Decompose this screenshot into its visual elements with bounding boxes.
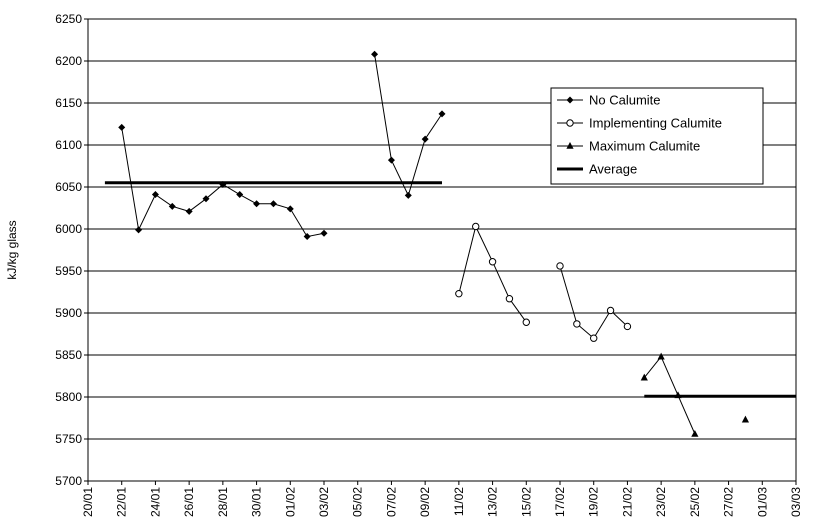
- data-point: [623, 322, 632, 331]
- data-point: [236, 191, 244, 199]
- data-point: [455, 289, 463, 298]
- legend-swatch-marker: [566, 96, 574, 104]
- data-point: [640, 373, 648, 381]
- y-tick-label: 6150: [55, 96, 82, 110]
- x-tick-label: 03/02: [317, 487, 331, 517]
- data-point: [168, 202, 176, 210]
- y-tick-label: 6000: [55, 222, 82, 236]
- data-point: [606, 306, 615, 315]
- x-tick-label: 09/02: [418, 487, 432, 517]
- data-point: [657, 352, 665, 360]
- legend-item: No Calumite: [557, 93, 661, 108]
- series-line: [458, 225, 527, 323]
- series-average: [104, 181, 796, 398]
- data-point: [741, 415, 750, 423]
- legend-label: Implementing Calumite: [589, 116, 722, 131]
- x-tick-label: 21/02: [620, 487, 634, 517]
- legend-box: [550, 87, 764, 185]
- data-point: [404, 191, 412, 199]
- y-tick-label: 5750: [55, 432, 82, 446]
- legend-swatch-marker: [566, 119, 574, 127]
- legend-item: Average: [557, 162, 637, 177]
- data-point: [320, 229, 328, 237]
- legend-item: Implementing Calumite: [557, 116, 722, 131]
- data-point: [573, 320, 581, 328]
- data-point: [286, 205, 294, 213]
- series-layer: [104, 50, 796, 437]
- y-tick-label: 5900: [55, 306, 82, 320]
- x-tick-label: 03/03: [789, 487, 803, 517]
- y-tick-label: 5700: [55, 474, 82, 488]
- series-maximum-calumite: [640, 352, 750, 437]
- series-implementing-calumite: [455, 222, 632, 342]
- x-tick-label: 01/02: [283, 487, 297, 517]
- y-tick-label: 6100: [55, 138, 82, 152]
- data-point: [505, 295, 514, 303]
- data-point: [421, 135, 429, 143]
- x-tick-label: 19/02: [587, 487, 601, 517]
- data-point: [590, 334, 598, 342]
- series-no-calumite: [118, 50, 446, 241]
- x-tick-label: 05/02: [351, 487, 365, 517]
- data-point: [522, 318, 530, 326]
- y-axis: 5700 5750 5800 5850 5900 5950 6000 6050 6100 6150…: [55, 12, 88, 488]
- x-tick-label: 13/02: [486, 487, 500, 517]
- y-tick-label: 6250: [55, 12, 82, 26]
- x-tick-label: 26/01: [182, 487, 196, 517]
- legend: No Calumite Implementing Calumite Maximum …: [550, 87, 764, 185]
- data-point: [488, 258, 497, 266]
- y-tick-label: 6050: [55, 180, 82, 194]
- x-tick-label: 23/02: [654, 487, 668, 517]
- x-tick-label: 27/02: [722, 487, 736, 517]
- data-point: [253, 200, 261, 208]
- data-point: [202, 195, 210, 203]
- x-tick-label: 20/01: [81, 487, 95, 517]
- data-point: [691, 429, 699, 437]
- legend-label: Average: [589, 162, 637, 177]
- x-tick-label: 11/02: [452, 487, 466, 516]
- x-tick-label: 17/02: [553, 487, 567, 517]
- series-line: [643, 355, 696, 435]
- data-point: [118, 123, 126, 131]
- x-axis: 20/01 22/01 24/01 26/01 28/01 30/01 01/02 03/02…: [81, 481, 803, 517]
- data-point: [387, 156, 395, 164]
- y-tick-label: 5800: [55, 390, 82, 404]
- data-point: [185, 207, 193, 215]
- x-tick-label: 15/02: [519, 487, 533, 517]
- data-point: [556, 262, 564, 270]
- y-tick-label: 6200: [55, 54, 82, 68]
- legend-label: No Calumite: [589, 93, 661, 108]
- x-tick-label: 22/01: [115, 487, 129, 517]
- legend-item: Maximum Calumite: [557, 139, 700, 154]
- x-tick-label: 24/01: [148, 487, 162, 517]
- data-point: [438, 110, 446, 118]
- data-point: [135, 226, 143, 234]
- data-point: [151, 191, 159, 199]
- y-axis-title: kJ/kg glass: [5, 220, 19, 279]
- plot-area: [87, 18, 797, 482]
- data-point: [472, 222, 480, 231]
- data-point: [303, 233, 311, 241]
- legend-label: Maximum Calumite: [589, 139, 700, 154]
- series-line: [559, 265, 628, 339]
- x-tick-label: 30/01: [250, 487, 264, 517]
- legend-swatch-marker: [566, 142, 574, 149]
- series-line: [374, 54, 443, 197]
- x-tick-label: 07/02: [384, 487, 398, 517]
- x-tick-label: 01/03: [755, 487, 769, 517]
- data-point: [269, 200, 277, 208]
- x-tick-label: 25/02: [688, 487, 702, 517]
- y-tick-label: 5950: [55, 264, 82, 278]
- data-point: [371, 50, 379, 58]
- y-tick-label: 5850: [55, 348, 82, 362]
- x-tick-label: 28/01: [216, 487, 230, 517]
